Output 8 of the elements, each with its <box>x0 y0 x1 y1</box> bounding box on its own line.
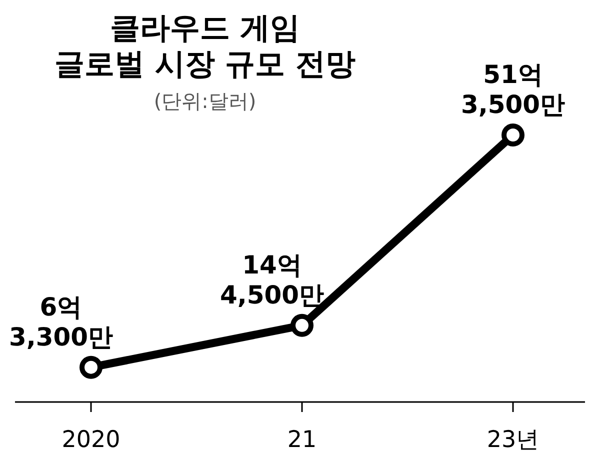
data-label: 6억 3,300만 <box>8 292 114 352</box>
x-tick-label: 2020 <box>62 427 120 453</box>
data-label: 51억 3,500만 <box>460 60 566 119</box>
chart-title: 클라우드 게임 글로벌 시장 규모 전망 <box>54 11 356 82</box>
x-tick-label: 21 <box>287 427 317 453</box>
x-tick-label: 23년 <box>486 427 540 453</box>
chart-subtitle: (단위:달러) <box>154 89 256 113</box>
data-label: 14억 4,500만 <box>220 250 324 310</box>
